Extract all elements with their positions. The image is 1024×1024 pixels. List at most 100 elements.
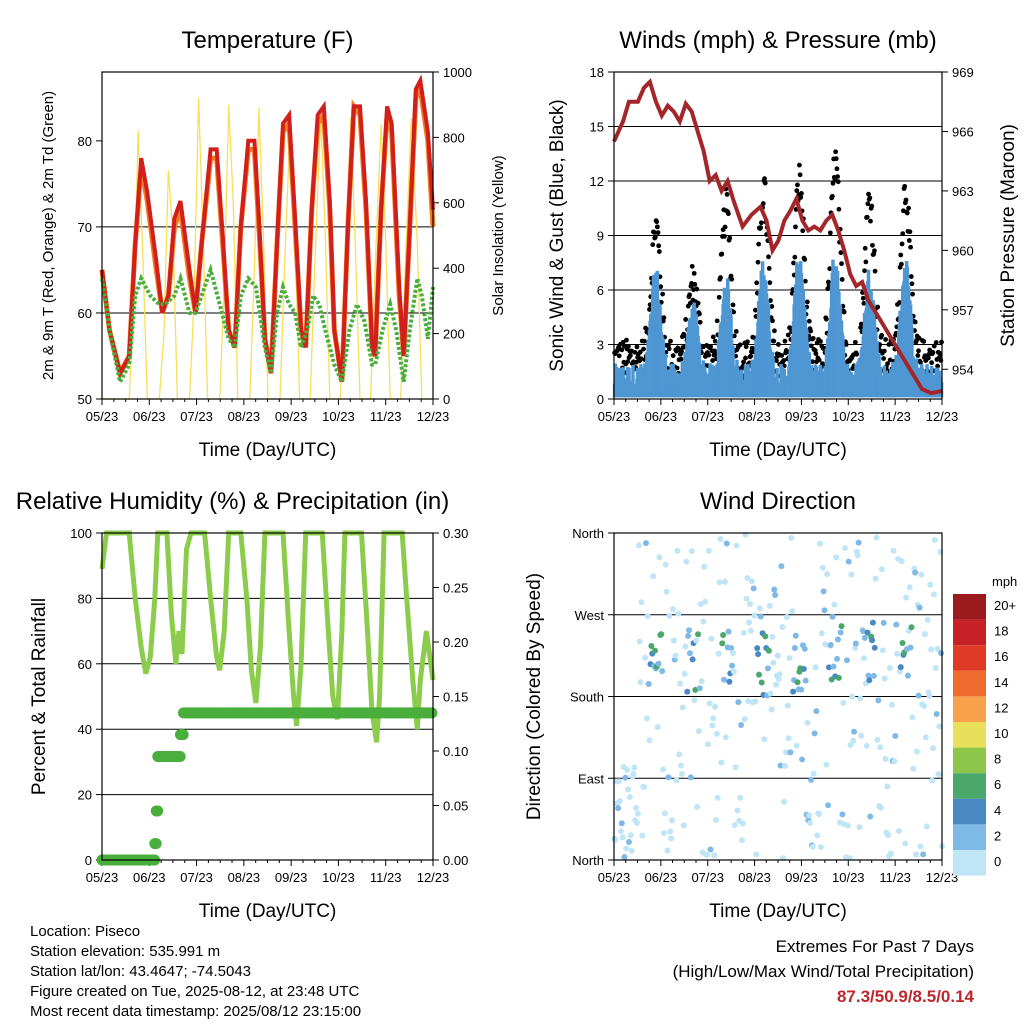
y-tick-label: South (570, 690, 604, 705)
legend-label: 6 (994, 777, 1001, 792)
y-right-tick-label: 969 (952, 65, 974, 80)
precip-point (152, 805, 164, 817)
x-tick-label: 12/23 (926, 409, 959, 424)
direction-point (851, 644, 858, 651)
gust-point (854, 351, 860, 357)
direction-point (755, 651, 762, 658)
x-tick-label: 05/23 (86, 870, 119, 885)
direction-point (659, 668, 666, 675)
gust-point (733, 329, 739, 334)
y-tick-label: 3 (597, 338, 604, 353)
gust-point (863, 259, 869, 265)
gust-point (784, 349, 790, 355)
legend-label: 8 (994, 752, 1001, 767)
direction-point (866, 677, 873, 684)
legend-label: 0 (994, 854, 1001, 869)
direction-point (722, 734, 729, 741)
direction-point (739, 820, 746, 827)
direction-point (661, 810, 668, 817)
gust-point (935, 363, 940, 369)
direction-point (869, 619, 876, 626)
direction-points (611, 531, 945, 862)
gust-point (650, 242, 656, 248)
direction-point (833, 554, 840, 561)
gust-point (771, 338, 777, 344)
direction-point (810, 770, 817, 777)
direction-point (704, 741, 711, 748)
gust-point (760, 201, 766, 206)
direction-point (738, 721, 745, 728)
gust-point (793, 224, 798, 230)
extremes-values: 87.3/50.9/8.5/0.14 (836, 987, 974, 1006)
direction-point (904, 672, 911, 679)
dewpoint-line (100, 263, 435, 389)
legend-label: 16 (994, 649, 1008, 664)
direction-point (791, 644, 798, 651)
x-tick-label: 10/23 (832, 409, 865, 424)
y-tick-label: West (575, 608, 605, 623)
plot-frame (613, 532, 943, 861)
y-right-tick-label: 966 (952, 124, 974, 139)
gust-point (716, 294, 722, 300)
direction-point (717, 535, 724, 542)
gust-point (782, 338, 788, 344)
direction-point (677, 680, 684, 687)
gust-point (835, 179, 841, 185)
direction-point (686, 627, 693, 634)
gust-point (838, 250, 844, 256)
direction-point (695, 728, 702, 735)
gust-point (666, 346, 672, 352)
direction-point (899, 639, 906, 646)
gust-point (899, 241, 905, 247)
direction-point (641, 783, 648, 790)
direction-point (621, 854, 628, 861)
x-axis-title: Time (Day/UTC) (709, 440, 847, 461)
gust-point (797, 172, 803, 178)
legend-swatch (953, 594, 986, 620)
precip-point (150, 838, 162, 850)
station-info: Location: Piseco Station elevation: 535.… (30, 922, 361, 1022)
direction-point (817, 844, 824, 851)
direction-point (809, 843, 816, 850)
gust-point (722, 233, 727, 239)
direction-point (893, 621, 900, 628)
direction-point (723, 540, 730, 547)
gust-point (827, 266, 833, 272)
gust-point (881, 348, 887, 354)
direction-point (728, 644, 735, 651)
direction-point (843, 657, 850, 664)
direction-point (703, 851, 710, 858)
direction-point (712, 816, 719, 823)
x-tick-label: 05/23 (86, 409, 119, 424)
direction-point (929, 777, 936, 784)
direction-point (816, 811, 823, 818)
direction-point (877, 744, 884, 751)
gust-point (754, 280, 760, 286)
y-right-tick-label: 0.10 (443, 744, 468, 759)
direction-point (676, 751, 683, 758)
direction-point (651, 647, 658, 654)
x-tick-label: 09/23 (785, 409, 818, 424)
gust-point (918, 359, 923, 365)
gust-point (798, 195, 804, 200)
temp-2m-line (100, 74, 435, 383)
direction-point (628, 847, 635, 854)
direction-point (887, 850, 894, 857)
y-right-tick-label: 1000 (443, 65, 472, 80)
direction-point (936, 723, 943, 730)
gust-point (862, 268, 867, 274)
gust-point (864, 214, 870, 220)
gust-point (792, 254, 798, 260)
recent-timestamp: Most recent data timestamp: 2025/08/12 2… (30, 1003, 362, 1020)
direction-point (623, 845, 630, 852)
chart-title: Relative Humidity (%) & Precipitation (i… (16, 488, 449, 515)
gust-point (802, 257, 808, 262)
gust-point (794, 188, 800, 194)
direction-point (715, 650, 722, 657)
direction-point (779, 624, 786, 631)
gust-point (925, 355, 931, 361)
pressure-line (612, 78, 943, 396)
direction-point (678, 770, 685, 777)
y-tick-label: 12 (590, 174, 604, 189)
